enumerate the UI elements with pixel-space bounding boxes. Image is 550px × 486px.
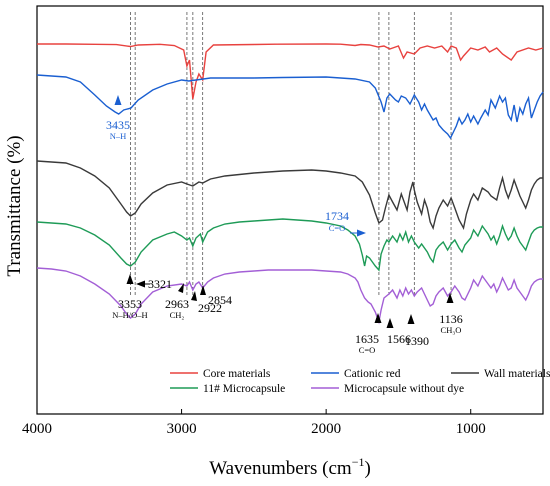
annotation-label: 1390 <box>405 334 429 348</box>
annotation-label: 1635 <box>355 332 379 346</box>
annotation-label: 2963 <box>165 297 189 311</box>
series-line-wall-materials <box>36 160 543 231</box>
x-tick-label: 4000 <box>22 421 52 437</box>
legend-label: Core materials <box>203 368 271 380</box>
x-tick-label: 1000 <box>456 421 486 437</box>
annotation-sublabel: CH₃O <box>441 325 462 335</box>
annotation-label: 3353 <box>118 297 142 311</box>
annotation-arrow <box>136 280 145 288</box>
series-line-cationic-red <box>36 74 544 140</box>
legend-label: Cationic red <box>344 368 401 380</box>
annotation-2922: 2922 <box>191 291 222 315</box>
legend-item-microcapsule-without-dye: Microcapsule without dye <box>311 383 464 395</box>
annotation-arrow <box>191 291 197 301</box>
x-axis-label-sup: −1 <box>352 455 365 469</box>
legend-item-cationic-red: Cationic red <box>311 368 401 380</box>
legend-label: 11# Microcapsule <box>203 383 285 395</box>
legend-label: Microcapsule without dye <box>344 383 464 395</box>
annotation-sublabel: N–H/O–H <box>112 310 147 320</box>
annotation-3321: 3321 <box>136 277 172 291</box>
annotation-arrow <box>114 95 122 105</box>
annotation-arrow <box>178 283 184 293</box>
x-tick-label: 3000 <box>167 421 197 437</box>
series-line-core-materials <box>37 43 544 100</box>
annotation-label: 2854 <box>208 293 232 307</box>
annotation-arrow <box>357 229 366 237</box>
annotation-label: 1136 <box>439 312 463 326</box>
x-axis-label-close: ) <box>364 458 370 479</box>
legend-item-core-materials: Core materials <box>170 368 271 380</box>
annotation-label: 1734 <box>325 209 349 223</box>
annotation-sublabel: C=O <box>359 345 376 355</box>
x-axis-ticks: 4000 3000 2000 1000 <box>22 409 486 437</box>
annotation-arrow <box>446 293 454 303</box>
legend: Core materials Cationic red Wall materials… <box>170 368 550 395</box>
annotation-1566: 1566 <box>386 318 411 346</box>
legend-item-wall-materials: Wall materials <box>451 368 550 380</box>
annotation-label: 1566 <box>387 332 411 346</box>
annotation-arrow <box>374 313 382 323</box>
annotation-label: 3435 <box>106 118 130 132</box>
legend-label: Wall materials <box>484 368 550 380</box>
reference-lines <box>130 12 452 296</box>
series-line-11-microcapsule <box>36 218 543 272</box>
annotation-sublabel: CH₂ <box>170 310 185 320</box>
plot-frame <box>36 5 544 415</box>
annotation-1390: 1390 <box>405 314 429 348</box>
legend-item-11-microcapsule: 11# Microcapsule <box>170 383 285 395</box>
x-axis-label: Wavenumbers (cm−1) <box>209 455 371 479</box>
annotation-sublabel: C=O <box>329 223 346 233</box>
annotation-2854: 2854 <box>200 285 232 307</box>
annotation-arrow <box>126 274 134 284</box>
x-tick-label: 2000 <box>311 421 341 437</box>
annotation-label: 3321 <box>148 277 172 291</box>
annotation-label: 2922 <box>198 301 222 315</box>
series-lines <box>36 43 544 325</box>
annotation-arrow <box>407 314 415 324</box>
annotation-arrow <box>200 285 206 295</box>
y-axis-label: Transmittance (%) <box>4 135 25 276</box>
annotation-arrow <box>386 318 394 328</box>
x-axis-label-main: Wavenumbers (cm <box>209 458 352 479</box>
annotation-sublabel: N–H <box>110 131 127 141</box>
series-line-microcapsule-without-dye <box>36 267 543 325</box>
